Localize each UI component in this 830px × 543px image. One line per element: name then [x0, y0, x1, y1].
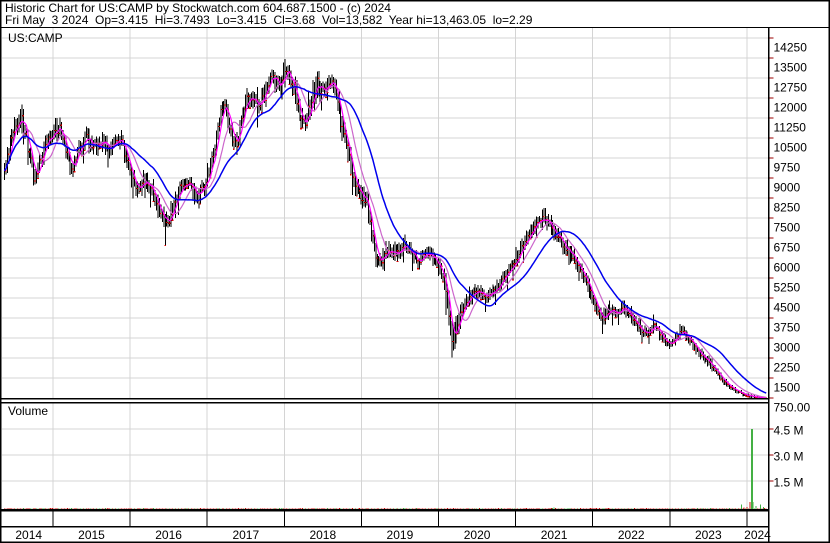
price-axis-label: 9750	[774, 161, 801, 175]
price-axis-label: 3000	[774, 341, 801, 355]
gridlines	[2, 28, 768, 510]
ma-mid-line	[3, 77, 767, 398]
year-axis-label: 2016	[155, 528, 182, 542]
price-axis-label: 1500	[774, 381, 801, 395]
volume-axis-label: 1.5 M	[774, 476, 804, 490]
year-axis-label: 2019	[387, 528, 414, 542]
price-axis-label: 5250	[774, 281, 801, 295]
price-axis-label: 13500	[774, 61, 808, 75]
year-axis-label: 2022	[618, 528, 645, 542]
price-axis-label: 6000	[774, 261, 801, 275]
price-axis-label: 11250	[774, 121, 807, 135]
price-axis-label: 9000	[774, 181, 801, 195]
price-axis-label: 12750	[774, 81, 808, 95]
price-axis-label: 750.00	[774, 401, 811, 415]
chart-title: Historic Chart for US:CAMP by Stockwatch…	[5, 1, 391, 15]
price-axis-label: 4500	[774, 301, 801, 315]
volume-panel-label: Volume	[8, 404, 49, 418]
year-axis-label: 2015	[78, 528, 105, 542]
year-axis-label: 2021	[541, 528, 568, 542]
price-axis-label: 14250	[774, 41, 808, 55]
price-axis-label: 10500	[774, 141, 808, 155]
quote-summary-line: Fri May 3 2024 Op=3.415 Hi=3.7493 Lo=3.4…	[5, 13, 533, 27]
volume-axis-label: 4.5 M	[774, 424, 804, 438]
price-axis-label: 2250	[774, 361, 801, 375]
price-axis-label: 12000	[774, 101, 808, 115]
ma-slow-line	[3, 86, 767, 394]
axis-tick-marks	[769, 37, 774, 482]
price-axis-label: 6750	[774, 241, 801, 255]
year-axis-label: 2020	[464, 528, 491, 542]
year-axis-label: 2023	[695, 528, 722, 542]
year-axis-label: 2024	[744, 528, 771, 542]
price-axis-label: 7500	[774, 221, 801, 235]
year-axis-label: 2018	[309, 528, 336, 542]
volume-axis-label: 3.0 M	[774, 450, 804, 464]
year-axis-label: 2014	[15, 528, 42, 542]
price-axis-label: 3750	[774, 321, 801, 335]
price-axis-label: 8250	[774, 201, 801, 215]
axis-labels: 14250 13500 12750 12000 11250 10500 9750 9000 82…	[15, 41, 810, 543]
symbol-label: US:CAMP	[8, 31, 63, 45]
ma-fast-line	[3, 71, 767, 399]
year-axis-label: 2017	[232, 528, 259, 542]
